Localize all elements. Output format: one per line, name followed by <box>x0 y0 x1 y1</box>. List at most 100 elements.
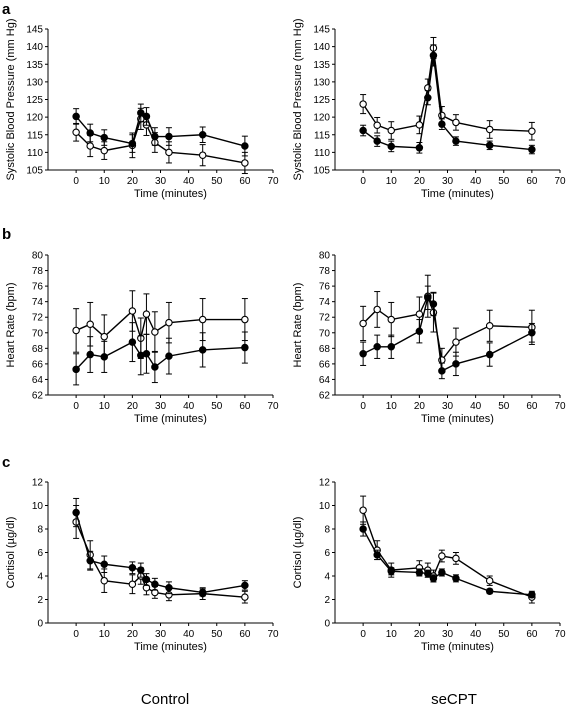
data-point-filled <box>151 580 159 588</box>
y-tick-label: 4 <box>324 572 330 583</box>
group-label-secpt: seCPT <box>431 691 477 708</box>
x-tick-label: 40 <box>183 176 195 187</box>
series-filled <box>359 521 536 599</box>
y-tick-label: 64 <box>319 375 331 386</box>
data-point-filled <box>485 587 494 596</box>
y-tick-label: 125 <box>26 95 43 106</box>
x-tick-label: 10 <box>99 401 111 412</box>
x-tick-label: 70 <box>267 401 279 412</box>
series-line <box>362 294 532 362</box>
data-point-filled <box>387 343 395 351</box>
data-point-filled <box>86 350 94 359</box>
data-point-filled <box>359 350 367 358</box>
y-axis-title: Cortisol (µg/dl) <box>5 517 17 589</box>
data-point-open <box>452 118 460 127</box>
group-label-control: Control <box>141 691 189 708</box>
data-point-filled <box>373 551 381 559</box>
x-tick-label: 30 <box>442 176 454 187</box>
data-point-filled <box>241 581 249 590</box>
data-point-open <box>198 315 207 324</box>
chart-cortisol-secpt: 0 2 4 6 8 10 12 0 10 20 30 40 50 60 70 Time (minutes) Co… <box>292 478 566 654</box>
y-tick-label: 105 <box>26 166 43 177</box>
data-point-filled <box>137 109 145 117</box>
y-tick-label: 4 <box>37 572 43 583</box>
x-tick-label: 30 <box>155 401 167 412</box>
y-tick-label: 6 <box>37 548 43 559</box>
data-point-open <box>359 319 367 328</box>
series-line <box>362 296 533 372</box>
x-tick-label: 50 <box>211 629 223 640</box>
data-point-filled <box>415 568 424 577</box>
y-tick-label: 72 <box>319 313 331 324</box>
data-point-filled <box>528 329 536 337</box>
y-tick-label: 66 <box>32 359 44 370</box>
y-axis-title: Cortisol (µg/dl) <box>292 517 304 589</box>
x-tick-label: 70 <box>554 629 566 640</box>
data-point-filled <box>387 567 395 576</box>
y-tick-label: 62 <box>32 391 44 402</box>
data-point-open <box>359 100 367 108</box>
data-point-filled <box>198 346 207 354</box>
x-axis-title: Time (minutes) <box>421 188 494 200</box>
chart-hr-control: 62 64 66 68 70 72 74 76 78 80 0 10 20 30 40 50 60 70 Time … <box>5 251 279 426</box>
y-tick-label: 140 <box>26 42 43 53</box>
data-point-open <box>128 307 137 315</box>
data-point-open <box>128 580 137 588</box>
data-point-filled <box>373 343 381 351</box>
x-tick-label: 30 <box>442 629 454 640</box>
y-tick-label: 120 <box>313 113 330 124</box>
x-tick-label: 40 <box>183 401 195 412</box>
x-tick-label: 60 <box>239 176 251 187</box>
data-point-filled <box>198 131 207 139</box>
x-tick-label: 20 <box>127 401 139 412</box>
series-open <box>359 495 536 604</box>
data-point-filled <box>424 569 432 578</box>
x-tick-label: 50 <box>211 401 223 412</box>
y-tick-label: 2 <box>37 595 43 606</box>
data-point-open <box>100 576 109 585</box>
y-tick-label: 0 <box>324 619 330 630</box>
data-point-filled <box>151 363 159 371</box>
x-tick-label: 10 <box>99 629 111 640</box>
data-point-open <box>387 315 395 324</box>
x-tick-label: 60 <box>239 401 251 412</box>
x-tick-label: 60 <box>526 176 538 187</box>
data-point-filled <box>142 575 151 584</box>
panel-letter-c: c <box>2 454 10 471</box>
data-point-open <box>528 127 536 135</box>
y-tick-label: 6 <box>324 548 330 559</box>
data-point-open <box>485 125 494 134</box>
y-tick-label: 145 <box>26 25 43 36</box>
data-point-open <box>241 315 249 324</box>
data-point-filled <box>241 142 249 150</box>
data-point-open <box>198 151 207 159</box>
data-point-filled <box>128 564 137 572</box>
data-point-filled <box>485 350 494 359</box>
y-tick-label: 110 <box>314 148 330 159</box>
y-tick-label: 0 <box>37 619 43 630</box>
y-axis-title: Heart Rate (bpm) <box>292 283 304 368</box>
y-tick-label: 66 <box>319 359 331 370</box>
x-tick-label: 10 <box>386 176 398 187</box>
y-tick-label: 135 <box>313 60 330 71</box>
y-tick-label: 8 <box>37 525 43 536</box>
y-tick-label: 110 <box>27 148 43 159</box>
data-point-open <box>72 326 80 335</box>
series-filled <box>72 497 249 597</box>
data-point-open <box>415 121 424 129</box>
x-tick-label: 40 <box>470 401 482 412</box>
series-line <box>362 509 533 598</box>
series-filled <box>359 285 536 380</box>
data-point-filled <box>387 142 395 151</box>
data-point-open <box>373 305 381 314</box>
data-point-filled <box>438 120 446 128</box>
data-point-open <box>373 121 381 129</box>
y-tick-label: 74 <box>32 297 44 308</box>
y-tick-label: 80 <box>32 251 44 262</box>
data-point-filled <box>165 352 173 360</box>
series-open <box>359 36 536 141</box>
data-point-filled <box>429 300 438 308</box>
data-point-open <box>86 320 94 328</box>
y-tick-label: 12 <box>32 478 44 489</box>
